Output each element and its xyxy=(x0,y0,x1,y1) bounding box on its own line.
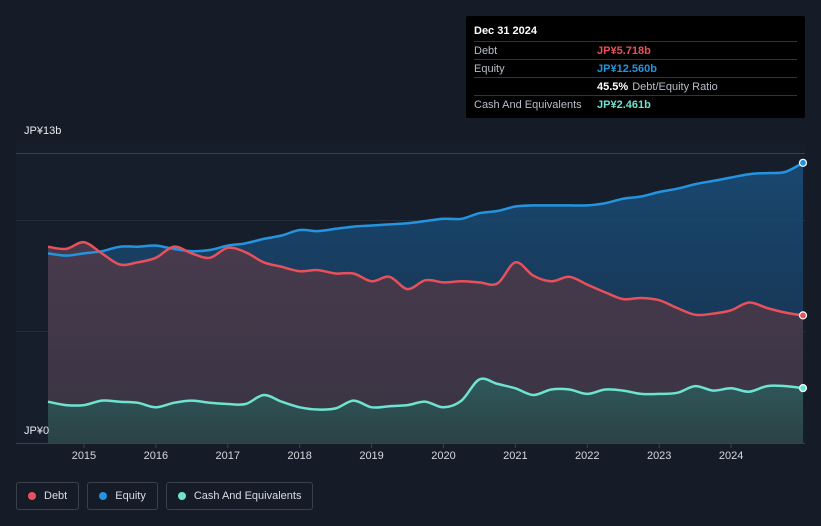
cash-line xyxy=(47,377,804,411)
cash-end-point[interactable] xyxy=(798,384,808,393)
x-tick-label: 2018 xyxy=(287,450,312,462)
x-tick-label: 2019 xyxy=(359,450,384,462)
tooltip-label: Debt xyxy=(474,44,498,57)
legend-label: Cash And Equivalents xyxy=(193,490,302,502)
data-tooltip: Dec 31 2024 Debt JP¥5.718b Equity JP¥12.… xyxy=(466,16,805,118)
legend-dot-icon xyxy=(99,492,108,500)
x-tick-label: 2017 xyxy=(215,450,240,462)
x-tick-label: 2015 xyxy=(71,450,97,462)
x-tick-label: 2020 xyxy=(431,450,456,462)
legend-item-equity[interactable]: Equity xyxy=(87,482,158,510)
legend-label: Debt xyxy=(44,490,68,502)
chart-legend: Debt Equity Cash And Equivalents xyxy=(16,482,314,510)
equity-end-point[interactable] xyxy=(798,158,808,167)
legend-item-cash[interactable]: Cash And Equivalents xyxy=(165,482,314,510)
legend-item-debt[interactable]: Debt xyxy=(16,482,80,510)
tooltip-ratio-label: Debt/Equity Ratio xyxy=(632,80,718,93)
legend-dot-icon xyxy=(28,492,36,500)
tooltip-label: Equity xyxy=(474,62,505,75)
tooltip-date: Dec 31 2024 xyxy=(474,25,537,37)
debt-end-point[interactable] xyxy=(798,311,808,320)
x-tick-label: 2024 xyxy=(718,450,744,462)
equity-line xyxy=(47,161,804,257)
x-tick-label: 2016 xyxy=(143,450,169,462)
debt-line xyxy=(47,240,804,317)
y-axis-bottom-label: JP¥0 xyxy=(24,425,50,437)
tooltip-value: JP¥5.718b xyxy=(597,44,651,57)
tooltip-label: Cash And Equivalents xyxy=(474,98,582,111)
tooltip-value: JP¥12.560b xyxy=(597,62,657,75)
legend-dot-icon xyxy=(177,492,186,500)
tooltip-row-cash: Cash And Equivalents JP¥2.461b xyxy=(474,95,797,113)
tooltip-value: 45.5% xyxy=(597,80,629,93)
x-tick-label: 2021 xyxy=(503,450,528,462)
legend-label: Equity xyxy=(115,490,146,502)
cash-area xyxy=(48,378,803,443)
y-axis-top-label: JP¥13b xyxy=(24,125,62,137)
tooltip-row-debt: Debt JP¥5.718b xyxy=(474,41,797,59)
tooltip-row-ratio: 45.5% Debt/Equity Ratio xyxy=(474,77,797,95)
tooltip-row-equity: Equity JP¥12.560b xyxy=(474,59,797,77)
x-tick-label: 2022 xyxy=(575,450,600,462)
x-tick-label: 2023 xyxy=(646,450,672,462)
tooltip-value: JP¥2.461b xyxy=(597,98,651,111)
